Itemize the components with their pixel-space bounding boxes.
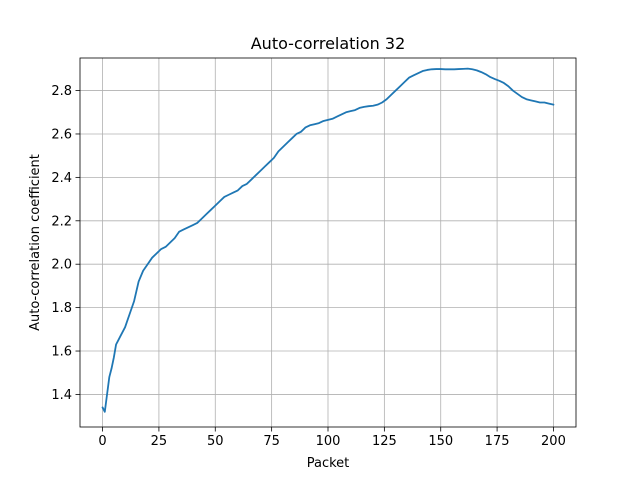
x-tick-label: 175: [485, 434, 510, 449]
y-tick-label: 2.4: [51, 171, 72, 186]
x-tick-label: 100: [316, 434, 341, 449]
grid: [80, 58, 576, 427]
x-tick-label: 25: [151, 434, 168, 449]
ticks: 0 25 50 75 100 125 150 175 200 1.4 1.6 1.8 2.0 2.2 2.4…: [51, 84, 566, 449]
x-tick-label: 150: [428, 434, 453, 449]
y-tick-label: 1.6: [51, 345, 72, 360]
x-tick-label: 200: [541, 434, 566, 449]
x-tick-label: 75: [263, 434, 280, 449]
x-tick-label: 50: [207, 434, 224, 449]
y-tick-label: 2.2: [51, 214, 72, 229]
x-tick-label: 0: [98, 434, 106, 449]
series-line: [101, 67, 555, 413]
y-tick-label: 1.8: [51, 301, 72, 316]
x-tick-label: 125: [372, 434, 397, 449]
y-tick-label: 2.6: [51, 127, 72, 142]
y-tick-label: 2.8: [51, 84, 72, 99]
y-tick-label: 1.4: [51, 388, 72, 403]
x-axis-label: Packet: [307, 456, 350, 471]
chart-title: Auto-correlation 32: [251, 34, 406, 53]
y-tick-label: 2.0: [51, 258, 72, 273]
series-group: [101, 67, 555, 413]
y-axis-label: Auto-correlation coefficient: [28, 154, 43, 331]
